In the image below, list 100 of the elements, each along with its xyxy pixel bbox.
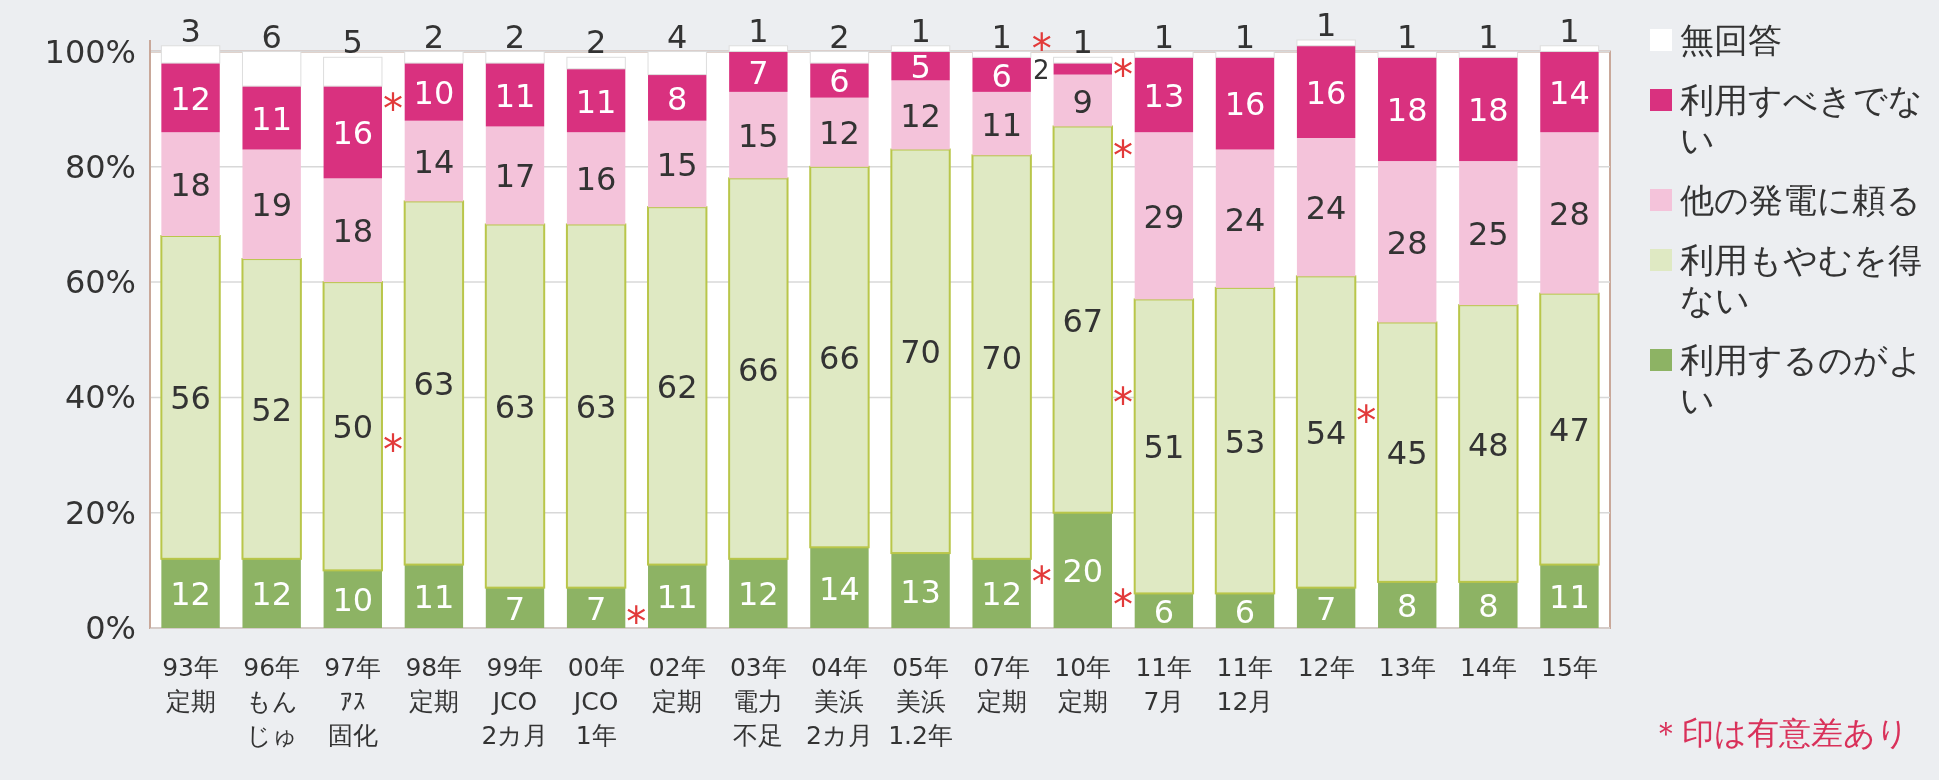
data-label: 18 (170, 166, 211, 205)
x-tick-label: 11年12月 (1216, 653, 1274, 716)
data-label: 1 (1234, 17, 1256, 56)
data-label: 24 (1305, 189, 1347, 228)
data-label: 52 (251, 390, 293, 429)
data-label: 11 (1549, 578, 1590, 617)
data-label: 1 (1559, 11, 1580, 50)
data-label: 6 (1234, 592, 1256, 631)
annotation: * (1112, 582, 1133, 629)
x-tick-label: 05年美浜1.2年 (888, 653, 953, 750)
data-label: 8 (1397, 586, 1418, 625)
data-label: 2 (504, 17, 526, 56)
bar (729, 91, 788, 179)
data-label: 1 (991, 17, 1012, 56)
y-tick-label: 100% (44, 32, 136, 71)
data-label: 3 (180, 11, 201, 50)
bar (1133, 298, 1195, 595)
bar (1459, 161, 1518, 306)
bar (1378, 57, 1437, 162)
data-label: 18 (1386, 91, 1428, 130)
data-label: 12 (737, 575, 779, 614)
annotation: * (1112, 380, 1133, 427)
data-label: 66 (737, 350, 779, 389)
bar (566, 132, 626, 225)
bar (323, 178, 382, 283)
data-label: 53 (1224, 422, 1266, 461)
annotation: * (1112, 51, 1133, 98)
data-label: 5 (910, 47, 931, 86)
bar (1215, 57, 1275, 150)
bar (1540, 51, 1599, 133)
y-tick-label: 40% (64, 378, 136, 417)
data-label: 25 (1467, 215, 1509, 254)
data-label: 11 (251, 99, 293, 138)
bar (1053, 74, 1112, 127)
bar (810, 97, 869, 167)
data-label: 56 (170, 379, 211, 418)
bar (566, 68, 626, 133)
legend-label: 他の発電に頼る (1680, 180, 1921, 220)
data-label: 6 (829, 62, 850, 101)
bar (1295, 275, 1357, 589)
bar (810, 547, 869, 628)
data-label: 2 (423, 17, 445, 56)
bar (1296, 39, 1356, 47)
data-label: 2 (585, 23, 607, 62)
bar (1296, 138, 1356, 277)
bar (161, 558, 220, 628)
legend-label: 利用すべきでない (1680, 80, 1924, 160)
data-label: 1 (1397, 17, 1418, 56)
bar (1540, 132, 1599, 294)
annotation: * (1031, 559, 1052, 606)
data-label: 15 (737, 117, 779, 156)
bar (566, 56, 626, 70)
bar (1053, 56, 1113, 64)
data-label: 5 (342, 23, 363, 62)
data-label: 67 (1062, 301, 1104, 340)
data-label: 16 (575, 160, 617, 199)
data-label: 12 (819, 114, 860, 153)
y-tick-label: 0% (85, 609, 136, 647)
bar (160, 235, 221, 560)
data-label: 47 (1549, 411, 1590, 450)
bar (890, 148, 951, 555)
bar (1215, 149, 1275, 288)
bar (242, 558, 301, 628)
data-label: 11 (413, 578, 455, 617)
data-label: 28 (1549, 194, 1590, 233)
data-label: 9 (1072, 82, 1093, 121)
bar (1459, 57, 1518, 162)
bar (161, 132, 220, 236)
data-label: 18 (1467, 91, 1509, 130)
x-tick-label: 10年定期 (1054, 653, 1112, 716)
data-label: 66 (819, 339, 860, 378)
data-label: 8 (1478, 586, 1499, 625)
bar (242, 86, 301, 150)
bar (323, 56, 383, 87)
data-label: 50 (332, 408, 374, 447)
data-label: 14 (1549, 73, 1590, 112)
data-label: 16 (1224, 85, 1266, 124)
data-label: 18 (332, 212, 374, 251)
annotation: * (382, 86, 403, 133)
bar (1377, 321, 1438, 583)
bar (485, 126, 545, 225)
x-tick-label: 00年JCO 1年 (567, 653, 625, 750)
data-label: 48 (1467, 425, 1509, 464)
annotation: * (1112, 132, 1133, 179)
data-label: 63 (575, 388, 617, 427)
data-label: 11 (981, 105, 1023, 144)
data-label: 17 (494, 157, 536, 196)
data-label: 7 (748, 53, 769, 92)
data-label: 6 (991, 56, 1012, 95)
y-tick-label: 20% (64, 493, 136, 532)
bar (1539, 292, 1600, 566)
x-tick-label: 96年もんじゅ (243, 653, 301, 750)
x-tick-label: 97年ｱｽ固化 (324, 653, 382, 750)
data-label: 2 (1033, 54, 1050, 85)
x-tick-label: 03年電力不足 (729, 653, 787, 750)
bar (1540, 564, 1599, 628)
bar (403, 200, 465, 566)
data-label: 19 (251, 186, 293, 225)
data-label: 7 (585, 589, 607, 628)
x-tick-label: 98年定期 (405, 653, 463, 716)
